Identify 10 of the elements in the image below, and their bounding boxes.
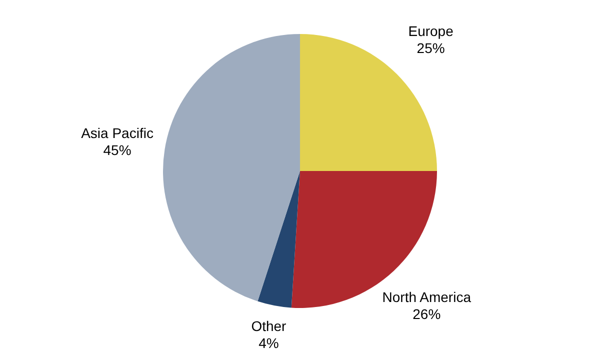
data-label: 26% — [412, 306, 441, 322]
slice-label: North America — [382, 288, 472, 305]
data-label: 25% — [416, 40, 445, 56]
slice-label: Other — [251, 318, 287, 334]
slice-label: Asia Pacific — [81, 125, 154, 142]
data-label: 45% — [103, 142, 132, 158]
pie-slice — [163, 34, 300, 302]
slice-label: Europe — [408, 23, 454, 40]
pie-slice — [258, 171, 300, 308]
data-label: 4% — [258, 335, 279, 352]
